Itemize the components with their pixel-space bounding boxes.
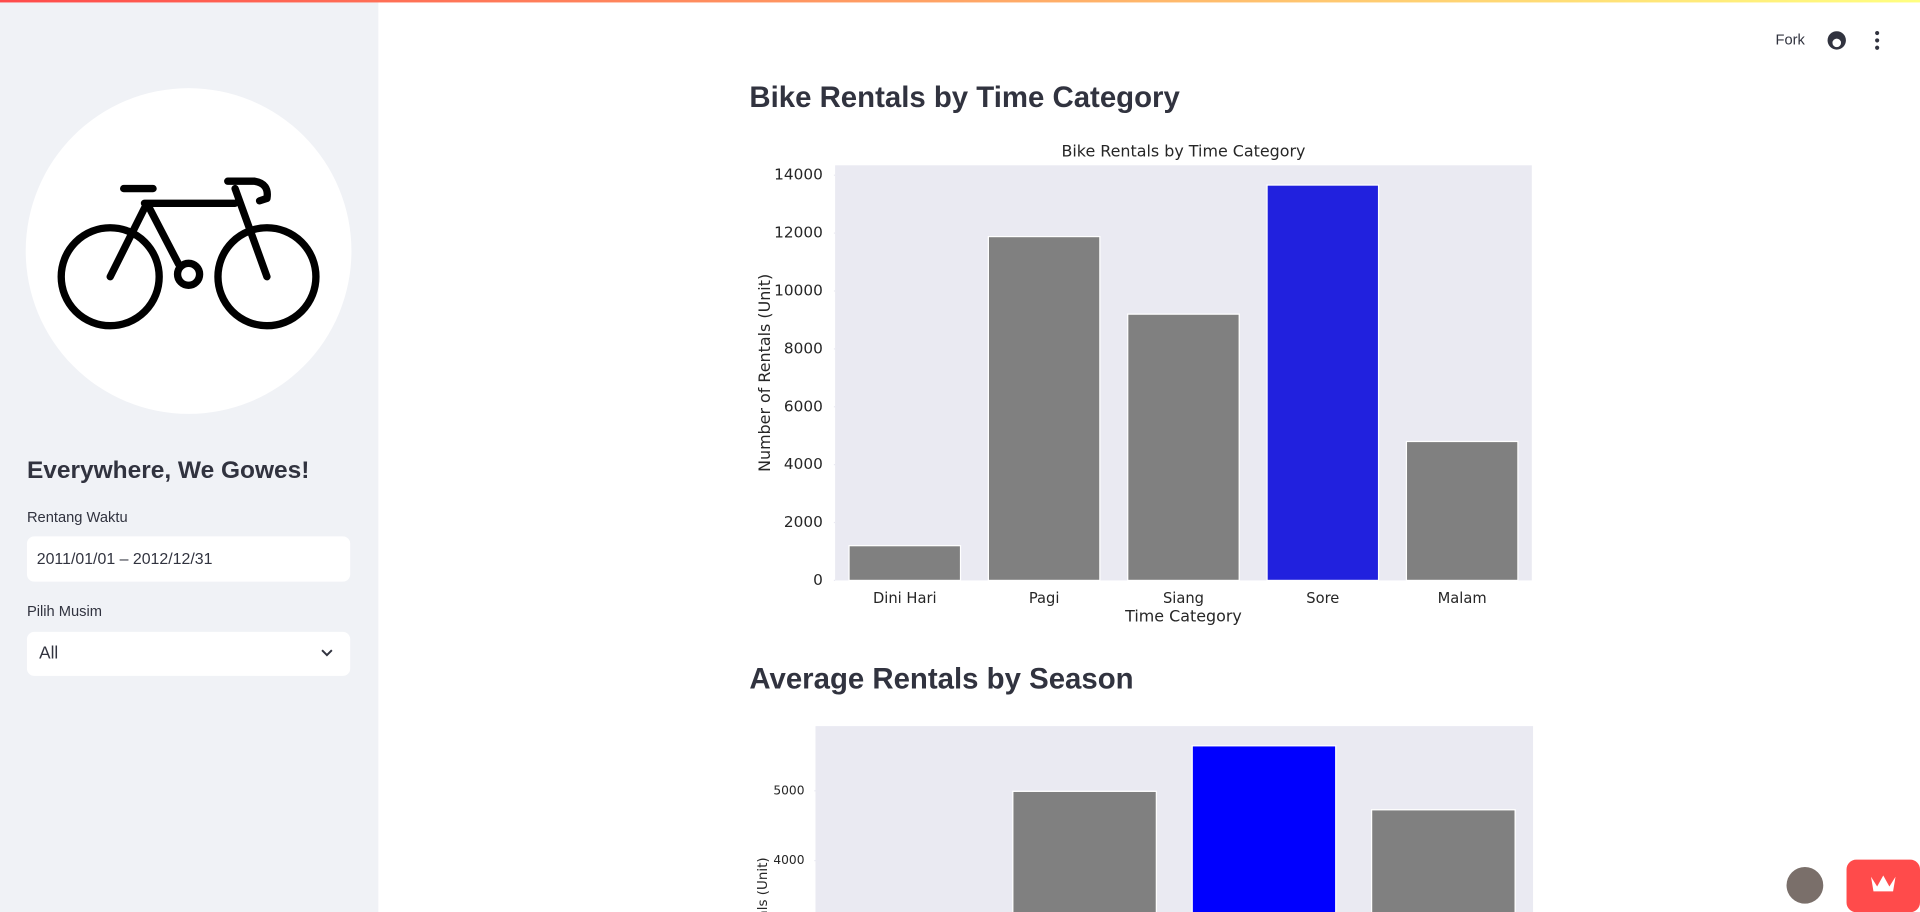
x-tick-label: Malam bbox=[1438, 590, 1487, 607]
y-tick-label: 12000 bbox=[774, 224, 823, 242]
bike-icon bbox=[57, 177, 320, 330]
y-tick-label: 2000 bbox=[784, 513, 823, 531]
bar bbox=[1127, 313, 1240, 582]
x-tick-label: Dini Hari bbox=[873, 590, 937, 607]
y-tick-label: 4000 bbox=[773, 853, 804, 867]
date-value[interactable]: 2011/01/01 – 2012/12/31 bbox=[37, 551, 213, 568]
bar bbox=[1266, 184, 1380, 582]
chevron[interactable] bbox=[321, 649, 333, 657]
bar bbox=[1012, 790, 1157, 912]
y-axis-label: Average Rentals (Unit) bbox=[756, 857, 771, 912]
menu-icon[interactable] bbox=[1875, 30, 1880, 50]
crown-icon bbox=[1871, 875, 1896, 892]
season-label: Pilih Musim bbox=[27, 604, 102, 620]
y-tick-label: 8000 bbox=[784, 339, 823, 357]
avatar[interactable] bbox=[1786, 866, 1824, 904]
bar bbox=[1191, 745, 1337, 912]
y-tick-label: 5000 bbox=[773, 783, 804, 797]
bar bbox=[1405, 440, 1519, 582]
y-tick-label: 6000 bbox=[784, 397, 823, 415]
x-tick-label: Sore bbox=[1306, 590, 1339, 607]
section-heading: Average Rentals by Season bbox=[749, 663, 1133, 696]
github-icon-inner bbox=[1832, 38, 1842, 48]
logo-circle bbox=[25, 88, 352, 414]
date-input[interactable] bbox=[26, 536, 351, 582]
sidebar-title: Everywhere, We Gowes! bbox=[27, 457, 309, 484]
bar bbox=[987, 235, 1101, 582]
y-tick-label: 0 bbox=[813, 571, 823, 589]
section-heading: Bike Rentals by Time Category bbox=[749, 81, 1180, 114]
season-select[interactable] bbox=[26, 631, 351, 676]
season-value[interactable]: All bbox=[39, 642, 58, 662]
bar bbox=[848, 545, 962, 582]
y-tick-label: 14000 bbox=[774, 166, 823, 184]
top-bar bbox=[0, 0, 1920, 3]
x-tick-label: Pagi bbox=[1029, 590, 1060, 607]
y-tick-label: 10000 bbox=[774, 281, 823, 299]
x-tick-label: Siang bbox=[1163, 590, 1204, 607]
bar bbox=[1371, 809, 1516, 912]
y-axis-label: Number of Rentals (Unit) bbox=[755, 274, 774, 472]
x-axis-label: Time Category bbox=[1124, 607, 1242, 626]
y-tick-label: 4000 bbox=[784, 455, 823, 473]
date-label: Rentang Waktu bbox=[27, 510, 128, 526]
fork-link[interactable]: Fork bbox=[1776, 32, 1806, 48]
chart-title: Bike Rentals by Time Category bbox=[1061, 141, 1305, 160]
